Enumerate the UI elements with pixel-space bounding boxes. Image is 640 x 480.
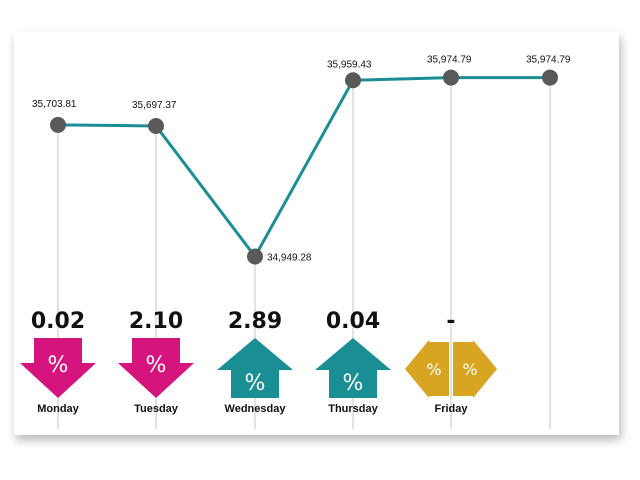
percent-glyph: % — [146, 353, 167, 378]
percent-up-arrow-icon: % — [217, 338, 293, 398]
data-label: 35,974.79 — [526, 55, 571, 66]
percent-glyph: % — [48, 353, 69, 378]
change-value: 0.04 — [326, 309, 380, 334]
day-label: Wednesday — [225, 403, 287, 415]
percent-up-arrow-icon: % — [315, 338, 391, 398]
percent-glyph: % — [245, 371, 266, 396]
day-change-wednesday: 2.89% Wednesday — [217, 309, 293, 415]
right-arrow-shape — [453, 340, 497, 398]
data-label: 35,703.81 — [32, 99, 77, 110]
data-label: 34,949.28 — [267, 253, 312, 264]
arrow-shape — [217, 338, 293, 398]
data-label: 35,697.37 — [132, 100, 177, 111]
data-point — [542, 69, 558, 86]
arrow-shape — [315, 338, 391, 398]
day-label: Friday — [434, 403, 468, 415]
data-label: 35,974.79 — [427, 55, 472, 66]
day-change-tuesday: 2.10% Tuesday — [118, 309, 194, 415]
change-value: 2.10 — [129, 309, 183, 334]
day-label: Thursday — [328, 403, 378, 415]
data-point — [247, 248, 263, 265]
data-point — [345, 72, 361, 89]
change-value: - — [446, 309, 455, 334]
chart-card: 35,703.81 35,697.37 34,949.28 35,959.43 35,9… — [14, 32, 619, 435]
percent-glyph: % — [462, 360, 477, 379]
day-change-thursday: 0.04% Thursday — [315, 309, 391, 415]
index-line-chart: 35,703.81 35,697.37 34,949.28 35,959.43 35,9… — [20, 55, 571, 429]
left-arrow-shape — [405, 340, 449, 398]
data-point — [50, 116, 66, 133]
day-change-monday: 0.02% Monday — [20, 309, 96, 415]
series-line — [57, 76, 550, 259]
percent-glyph: % — [426, 360, 441, 379]
percent-down-arrow-icon: % — [20, 338, 96, 398]
percent-down-arrow-icon: % — [118, 338, 194, 398]
day-change-friday: -% % Friday — [405, 309, 497, 415]
day-label: Monday — [37, 403, 79, 415]
data-point — [148, 117, 164, 134]
arrow-shape — [118, 338, 194, 398]
arrow-shape — [20, 338, 96, 398]
day-label: Tuesday — [134, 403, 179, 415]
change-value: 0.02 — [31, 309, 85, 334]
data-label: 35,959.43 — [327, 59, 372, 70]
percent-glyph: % — [343, 371, 364, 396]
percent-left-right-arrows-icon: %% — [405, 340, 497, 398]
change-value: 2.89 — [228, 309, 282, 334]
data-point — [443, 69, 459, 86]
